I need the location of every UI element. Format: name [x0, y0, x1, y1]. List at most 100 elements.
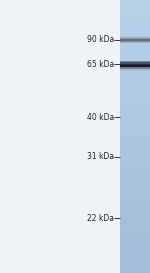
Bar	[120, 188, 150, 192]
Bar	[120, 96, 150, 100]
Bar	[120, 253, 150, 257]
Bar	[120, 63, 150, 64]
Bar	[120, 218, 150, 222]
Bar	[120, 41, 150, 42]
Bar	[120, 61, 150, 62]
Bar	[120, 92, 150, 96]
Bar	[120, 58, 150, 62]
Bar	[120, 140, 150, 144]
Bar	[120, 126, 150, 130]
Bar	[120, 177, 150, 182]
Bar	[120, 63, 150, 64]
Bar	[120, 27, 150, 31]
Bar	[120, 61, 150, 66]
Bar	[120, 171, 150, 175]
Bar	[120, 66, 150, 67]
Bar	[120, 229, 150, 233]
Bar	[120, 215, 150, 219]
Bar	[120, 161, 150, 164]
Bar	[120, 37, 150, 38]
Bar	[120, 239, 150, 243]
Bar	[120, 68, 150, 69]
Bar	[120, 82, 150, 86]
Bar	[120, 120, 150, 123]
Bar	[120, 64, 150, 65]
Bar	[120, 270, 150, 273]
Bar	[120, 167, 150, 171]
Bar	[120, 232, 150, 236]
Bar	[120, 123, 150, 127]
Bar	[120, 195, 150, 198]
Text: 31 kDa: 31 kDa	[87, 153, 114, 161]
Text: 40 kDa: 40 kDa	[87, 113, 114, 122]
Bar	[120, 99, 150, 103]
Bar	[120, 37, 150, 41]
Bar	[120, 147, 150, 151]
Bar	[120, 7, 150, 11]
Bar	[120, 184, 150, 188]
Bar	[120, 246, 150, 250]
Bar	[120, 133, 150, 137]
Bar	[120, 69, 150, 70]
Bar	[120, 72, 150, 76]
Bar	[120, 66, 150, 67]
Bar	[120, 62, 150, 63]
Bar	[120, 36, 150, 37]
Text: 22 kDa: 22 kDa	[87, 214, 114, 223]
Bar	[120, 113, 150, 117]
Bar	[120, 174, 150, 178]
Bar	[120, 102, 150, 106]
Bar	[120, 34, 150, 38]
Bar	[120, 55, 150, 59]
Bar	[120, 85, 150, 89]
Bar	[120, 242, 150, 246]
Bar	[120, 208, 150, 212]
Bar	[120, 41, 150, 42]
Bar	[120, 153, 150, 158]
Bar	[120, 20, 150, 24]
Bar	[120, 256, 150, 260]
Text: 65 kDa: 65 kDa	[87, 60, 114, 69]
Bar	[120, 65, 150, 69]
Bar	[120, 62, 150, 63]
Bar	[120, 266, 150, 270]
Bar	[120, 48, 150, 52]
Bar	[120, 24, 150, 28]
Bar	[120, 205, 150, 209]
Bar	[120, 31, 150, 35]
Bar	[120, 235, 150, 239]
Bar	[120, 42, 150, 43]
Bar	[120, 212, 150, 216]
Bar	[120, 44, 150, 48]
Bar	[120, 51, 150, 55]
Bar	[120, 198, 150, 202]
Bar	[120, 150, 150, 154]
Bar	[120, 14, 150, 17]
Bar	[120, 89, 150, 93]
Bar	[120, 263, 150, 267]
Bar	[120, 79, 150, 82]
Bar	[120, 10, 150, 14]
Bar	[120, 116, 150, 120]
Bar	[120, 109, 150, 113]
Bar	[120, 222, 150, 226]
Bar	[120, 143, 150, 147]
Bar	[120, 181, 150, 185]
Bar	[120, 130, 150, 134]
Bar	[120, 259, 150, 263]
Bar	[120, 0, 150, 4]
Bar	[120, 136, 150, 140]
Bar	[120, 39, 150, 40]
Bar	[120, 225, 150, 229]
Bar	[120, 191, 150, 195]
Bar	[120, 61, 150, 62]
Bar	[120, 249, 150, 253]
Bar	[120, 38, 150, 39]
Bar	[120, 4, 150, 7]
Bar	[120, 106, 150, 110]
Bar	[120, 68, 150, 72]
Bar	[120, 67, 150, 68]
Bar	[120, 38, 150, 39]
Bar	[120, 157, 150, 161]
Bar	[120, 17, 150, 21]
